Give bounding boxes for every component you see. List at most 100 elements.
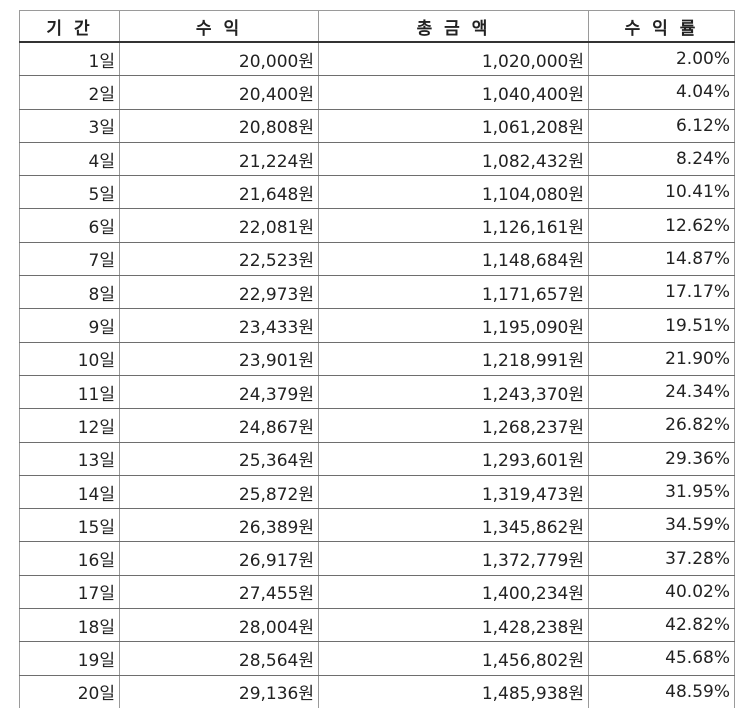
table-row: 9일 23,433원 1,195,090원 19.51% <box>19 308 735 343</box>
table-row: 19일 28,564원 1,456,802원 45.68% <box>19 641 735 676</box>
cell-period: 13일 <box>19 442 120 476</box>
cell-period: 1일 <box>19 42 120 77</box>
cell-period: 2일 <box>19 75 120 110</box>
cell-profit: 26,917원 <box>119 541 319 576</box>
cell-profit: 23,433원 <box>119 308 319 343</box>
profit-table: 기 간 수 익 총 금 액 수 익 률 1일 20,000원 1,020,000원 2… <box>19 10 735 708</box>
cell-return-rate: 37.28% <box>588 541 735 576</box>
cell-return-rate: 29.36% <box>588 442 735 476</box>
cell-profit: 20,808원 <box>119 109 319 143</box>
cell-return-rate: 6.12% <box>588 109 735 143</box>
cell-total-amount: 1,171,657원 <box>318 275 589 310</box>
cell-period: 11일 <box>19 375 120 410</box>
cell-period: 6일 <box>19 208 120 243</box>
cell-total-amount: 1,319,473원 <box>318 475 589 510</box>
cell-profit: 20,400원 <box>119 75 319 110</box>
cell-profit: 28,004원 <box>119 608 319 643</box>
cell-total-amount: 1,020,000원 <box>318 42 589 77</box>
cell-period: 3일 <box>19 109 120 143</box>
header-row: 기 간 수 익 총 금 액 수 익 률 <box>19 10 735 43</box>
cell-profit: 28,564원 <box>119 641 319 676</box>
table-row: 20일 29,136원 1,485,938원 48.59% <box>19 675 735 708</box>
cell-period: 14일 <box>19 475 120 510</box>
table-row: 1일 20,000원 1,020,000원 2.00% <box>19 42 735 77</box>
cell-period: 17일 <box>19 575 120 610</box>
cell-total-amount: 1,126,161원 <box>318 208 589 243</box>
header-period: 기 간 <box>19 10 120 43</box>
cell-return-rate: 26.82% <box>588 408 735 443</box>
cell-total-amount: 1,268,237원 <box>318 408 589 443</box>
cell-return-rate: 10.41% <box>588 175 735 210</box>
profit-table-container: 기 간 수 익 총 금 액 수 익 률 1일 20,000원 1,020,000원 2… <box>19 10 735 708</box>
table-row: 17일 27,455원 1,400,234원 40.02% <box>19 575 735 610</box>
cell-period: 7일 <box>19 242 120 277</box>
cell-total-amount: 1,195,090원 <box>318 308 589 343</box>
cell-profit: 24,867원 <box>119 408 319 443</box>
cell-profit: 29,136원 <box>119 675 319 708</box>
cell-return-rate: 4.04% <box>588 75 735 110</box>
table-header: 기 간 수 익 총 금 액 수 익 률 <box>19 10 735 43</box>
cell-total-amount: 1,243,370원 <box>318 375 589 410</box>
cell-profit: 21,224원 <box>119 142 319 177</box>
cell-return-rate: 17.17% <box>588 275 735 310</box>
cell-total-amount: 1,218,991원 <box>318 342 589 376</box>
table-row: 16일 26,917원 1,372,779원 37.28% <box>19 541 735 576</box>
cell-period: 9일 <box>19 308 120 343</box>
header-total-amount: 총 금 액 <box>318 10 589 43</box>
table-row: 5일 21,648원 1,104,080원 10.41% <box>19 175 735 210</box>
table-body: 1일 20,000원 1,020,000원 2.00% 2일 20,400원 1,040,4… <box>19 42 735 708</box>
cell-period: 18일 <box>19 608 120 643</box>
cell-return-rate: 19.51% <box>588 308 735 343</box>
cell-return-rate: 14.87% <box>588 242 735 277</box>
cell-period: 20일 <box>19 675 120 708</box>
table-row: 2일 20,400원 1,040,400원 4.04% <box>19 75 735 110</box>
cell-period: 10일 <box>19 342 120 376</box>
cell-profit: 22,523원 <box>119 242 319 277</box>
cell-return-rate: 48.59% <box>588 675 735 708</box>
cell-return-rate: 42.82% <box>588 608 735 643</box>
cell-profit: 27,455원 <box>119 575 319 610</box>
cell-period: 16일 <box>19 541 120 576</box>
cell-total-amount: 1,485,938원 <box>318 675 589 708</box>
cell-return-rate: 31.95% <box>588 475 735 510</box>
cell-profit: 25,364원 <box>119 442 319 476</box>
cell-return-rate: 40.02% <box>588 575 735 610</box>
cell-return-rate: 45.68% <box>588 641 735 676</box>
cell-profit: 25,872원 <box>119 475 319 510</box>
cell-total-amount: 1,293,601원 <box>318 442 589 476</box>
table-row: 10일 23,901원 1,218,991원 21.90% <box>19 342 735 376</box>
cell-total-amount: 1,400,234원 <box>318 575 589 610</box>
cell-period: 15일 <box>19 508 120 543</box>
cell-period: 12일 <box>19 408 120 443</box>
cell-profit: 24,379원 <box>119 375 319 410</box>
cell-total-amount: 1,428,238원 <box>318 608 589 643</box>
table-row: 8일 22,973원 1,171,657원 17.17% <box>19 275 735 310</box>
table-row: 4일 21,224원 1,082,432원 8.24% <box>19 142 735 177</box>
cell-profit: 21,648원 <box>119 175 319 210</box>
cell-total-amount: 1,456,802원 <box>318 641 589 676</box>
cell-period: 8일 <box>19 275 120 310</box>
cell-total-amount: 1,061,208원 <box>318 109 589 143</box>
table-row: 11일 24,379원 1,243,370원 24.34% <box>19 375 735 410</box>
table-row: 18일 28,004원 1,428,238원 42.82% <box>19 608 735 643</box>
table-row: 6일 22,081원 1,126,161원 12.62% <box>19 208 735 243</box>
cell-period: 5일 <box>19 175 120 210</box>
table-row: 3일 20,808원 1,061,208원 6.12% <box>19 109 735 143</box>
table-row: 14일 25,872원 1,319,473원 31.95% <box>19 475 735 510</box>
cell-profit: 26,389원 <box>119 508 319 543</box>
cell-total-amount: 1,345,862원 <box>318 508 589 543</box>
header-profit: 수 익 <box>119 10 319 43</box>
cell-total-amount: 1,148,684원 <box>318 242 589 277</box>
cell-total-amount: 1,040,400원 <box>318 75 589 110</box>
cell-total-amount: 1,372,779원 <box>318 541 589 576</box>
table-row: 13일 25,364원 1,293,601원 29.36% <box>19 442 735 476</box>
cell-profit: 20,000원 <box>119 42 319 77</box>
table-row: 15일 26,389원 1,345,862원 34.59% <box>19 508 735 543</box>
cell-return-rate: 24.34% <box>588 375 735 410</box>
cell-period: 19일 <box>19 641 120 676</box>
table-row: 12일 24,867원 1,268,237원 26.82% <box>19 408 735 443</box>
cell-total-amount: 1,082,432원 <box>318 142 589 177</box>
cell-return-rate: 8.24% <box>588 142 735 177</box>
cell-return-rate: 2.00% <box>588 42 735 77</box>
cell-profit: 23,901원 <box>119 342 319 376</box>
